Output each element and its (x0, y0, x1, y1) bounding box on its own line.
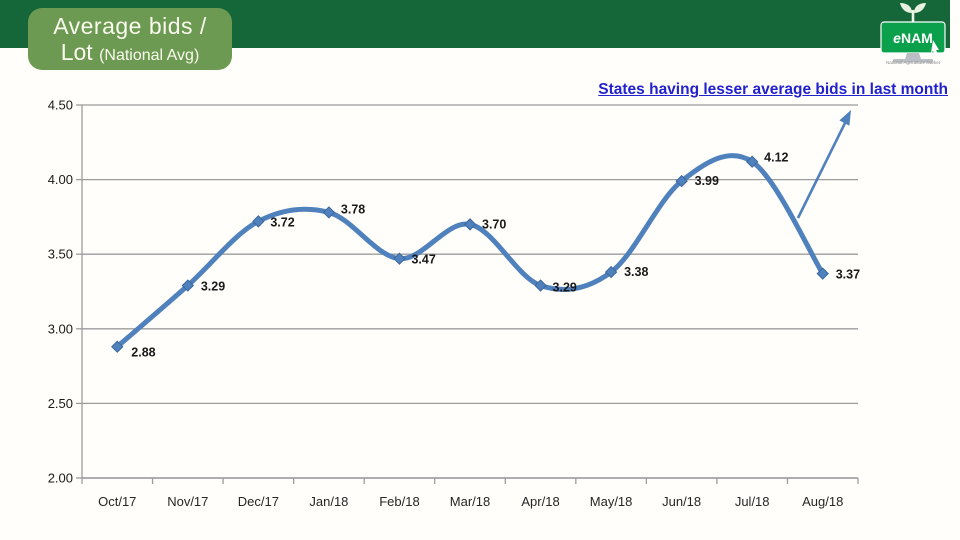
states-lesser-bids-link[interactable]: States having lesser average bids in las… (598, 81, 948, 98)
y-axis-label: 3.50 (48, 247, 73, 262)
annotation-arrow-line (796, 120, 848, 219)
data-point-label: 3.38 (624, 265, 648, 279)
y-axis-label: 2.50 (48, 396, 73, 411)
cursor-icon (931, 40, 939, 55)
data-point-marker (463, 218, 477, 231)
x-axis-label: Aug/18 (802, 494, 843, 509)
data-point-label: 4.12 (764, 151, 788, 165)
data-point-label: 3.99 (695, 174, 719, 188)
x-axis-label: Apr/18 (521, 494, 559, 509)
data-point-marker (111, 340, 124, 353)
series-line (114, 153, 826, 350)
data-point-marker (534, 279, 547, 292)
slide-title-line2: Lot (National Avg) (61, 39, 200, 65)
y-axis-label: 2.00 (48, 471, 73, 486)
data-point-marker (675, 174, 688, 188)
annotation-arrow-head (839, 110, 851, 126)
x-axis-label: Jul/18 (735, 494, 770, 509)
x-axis-label: Oct/17 (98, 494, 136, 509)
x-axis-label: Jun/18 (662, 494, 701, 509)
enam-tagline: National Agriculture Market (885, 60, 941, 66)
data-point-label: 3.29 (553, 281, 577, 295)
data-point-marker (322, 206, 336, 219)
data-point-label: 3.37 (836, 268, 860, 282)
monitor-stand (905, 53, 921, 59)
enam-logo-text: eNAM (893, 30, 933, 46)
data-point-marker (816, 267, 829, 280)
data-point-label: 3.78 (341, 202, 365, 216)
plant-icon (900, 3, 926, 23)
y-axis-label: 4.50 (48, 98, 73, 113)
data-point-marker (604, 265, 618, 279)
x-axis-label: Nov/17 (167, 494, 208, 509)
monitor-icon (880, 21, 946, 63)
data-point-label: 3.47 (411, 253, 435, 267)
x-axis-label: Dec/17 (238, 494, 279, 509)
enam-logo: eNAM National Agriculture Market (876, 0, 950, 78)
data-point-label: 3.72 (270, 215, 294, 229)
data-point-label: 2.88 (131, 346, 155, 360)
slide-title-line2-sub: (National Avg) (99, 47, 200, 64)
x-axis-label: Jan/18 (309, 494, 348, 509)
data-point-marker (181, 279, 195, 292)
data-point-marker (252, 215, 265, 228)
slide-title-line2-main: Lot (60, 39, 100, 65)
x-axis-label: Feb/18 (379, 494, 419, 509)
y-axis-label: 4.00 (48, 172, 73, 187)
x-axis-label: May/18 (590, 494, 633, 509)
slide-title-box: Average bids / Lot (National Avg) (28, 8, 232, 70)
data-point-marker (393, 252, 406, 265)
x-axis-label: Mar/18 (450, 494, 490, 509)
y-axis-label: 3.00 (48, 321, 73, 336)
slide-title-line1: Average bids / (53, 12, 207, 39)
data-point-label: 3.70 (482, 217, 506, 231)
data-point-marker (745, 155, 759, 168)
enam-logo-graphic: eNAM (880, 3, 946, 63)
data-point-label: 3.29 (201, 280, 225, 294)
